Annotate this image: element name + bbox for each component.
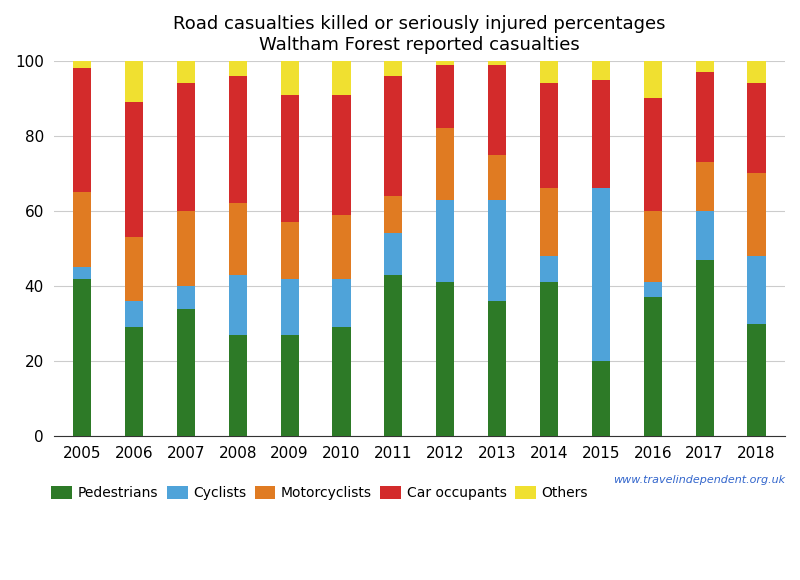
Bar: [540, 282, 558, 436]
Bar: [695, 211, 714, 260]
Bar: [592, 79, 610, 188]
Bar: [73, 267, 91, 278]
Bar: [695, 260, 714, 436]
Bar: [747, 256, 766, 324]
Bar: [540, 188, 558, 256]
Bar: [695, 61, 714, 72]
Bar: [177, 286, 195, 309]
Bar: [384, 234, 402, 275]
Bar: [747, 61, 766, 84]
Bar: [384, 196, 402, 234]
Bar: [436, 282, 454, 436]
Bar: [333, 95, 350, 215]
Bar: [540, 61, 558, 84]
Bar: [229, 275, 247, 335]
Title: Road casualties killed or seriously injured percentages
Waltham Forest reported : Road casualties killed or seriously inju…: [173, 15, 666, 54]
Bar: [73, 278, 91, 436]
Bar: [73, 61, 91, 68]
Bar: [488, 200, 506, 301]
Bar: [540, 84, 558, 188]
Bar: [229, 76, 247, 204]
Bar: [229, 61, 247, 76]
Bar: [644, 298, 662, 436]
Bar: [229, 204, 247, 275]
Bar: [125, 301, 143, 327]
Bar: [436, 200, 454, 282]
Bar: [436, 64, 454, 128]
Bar: [488, 61, 506, 64]
Bar: [644, 211, 662, 282]
Text: www.travelindependent.org.uk: www.travelindependent.org.uk: [613, 475, 785, 485]
Bar: [333, 215, 350, 278]
Bar: [281, 95, 298, 222]
Bar: [333, 327, 350, 436]
Bar: [747, 173, 766, 256]
Bar: [747, 84, 766, 173]
Bar: [177, 211, 195, 286]
Bar: [281, 61, 298, 95]
Bar: [540, 256, 558, 282]
Bar: [333, 61, 350, 95]
Bar: [177, 84, 195, 211]
Bar: [281, 222, 298, 278]
Bar: [592, 188, 610, 361]
Bar: [592, 61, 610, 79]
Bar: [384, 76, 402, 196]
Bar: [125, 102, 143, 237]
Bar: [125, 327, 143, 436]
Bar: [747, 324, 766, 436]
Bar: [488, 301, 506, 436]
Bar: [177, 61, 195, 84]
Bar: [592, 361, 610, 436]
Bar: [488, 155, 506, 200]
Bar: [73, 68, 91, 192]
Bar: [177, 309, 195, 436]
Bar: [488, 64, 506, 155]
Bar: [333, 278, 350, 327]
Bar: [644, 61, 662, 99]
Bar: [125, 237, 143, 301]
Legend: Pedestrians, Cyclists, Motorcyclists, Car occupants, Others: Pedestrians, Cyclists, Motorcyclists, Ca…: [46, 481, 594, 506]
Bar: [384, 275, 402, 436]
Bar: [436, 128, 454, 200]
Bar: [229, 335, 247, 436]
Bar: [695, 72, 714, 162]
Bar: [281, 278, 298, 335]
Bar: [281, 335, 298, 436]
Bar: [125, 61, 143, 102]
Bar: [644, 99, 662, 211]
Bar: [436, 61, 454, 64]
Bar: [695, 162, 714, 211]
Bar: [73, 192, 91, 267]
Bar: [384, 61, 402, 76]
Bar: [644, 282, 662, 298]
